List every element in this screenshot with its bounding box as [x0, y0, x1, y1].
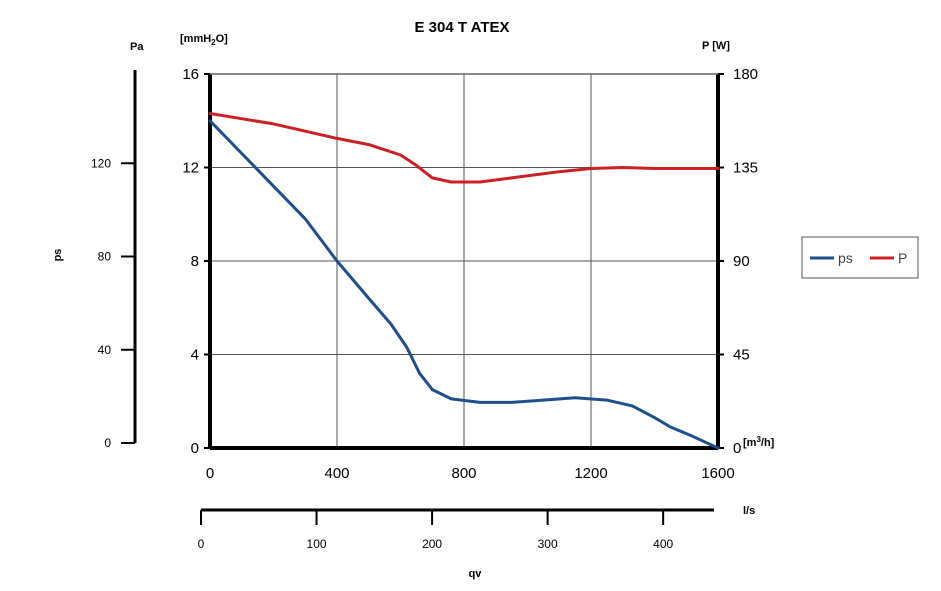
right-tick-label: 0: [733, 440, 741, 457]
left-tick-label: 12: [182, 160, 199, 177]
right-tick-label: 135: [733, 160, 758, 177]
right-tick-label: 45: [733, 347, 750, 364]
x-tick-label: 0: [206, 465, 214, 482]
pa-axis-label: ps: [52, 249, 64, 262]
left-tick-label: 0: [191, 440, 199, 457]
x-tick-label: 400: [324, 465, 349, 482]
ls-tick-label: 400: [653, 537, 673, 551]
ls-axis-label: qv: [469, 568, 483, 580]
pa-tick-label: 0: [104, 436, 111, 450]
pa-axis-unit: Pa: [130, 41, 144, 53]
chart-title: E 304 T ATEX: [414, 19, 509, 36]
x-tick-label: 1200: [574, 465, 607, 482]
ls-tick-label: 200: [422, 537, 442, 551]
right-tick-label: 180: [733, 66, 758, 83]
series-layer: [208, 112, 720, 450]
legend-p-label: P: [898, 250, 907, 266]
ls-axis: 0 100 200 300 400: [198, 508, 714, 551]
left-tick-label: 8: [191, 253, 199, 270]
pa-tick-label: 40: [98, 343, 112, 357]
right-axis-unit: P [W]: [702, 40, 730, 52]
left-tick-label: 4: [191, 347, 199, 364]
ls-tick-label: 0: [198, 537, 205, 551]
ls-axis-unit: l/s: [743, 505, 755, 517]
ls-tick-label: 100: [307, 537, 327, 551]
left-axis-unit: [mmH2O]: [180, 33, 228, 47]
legend-ps-label: ps: [838, 250, 853, 266]
series-line-ps: [208, 119, 720, 450]
right-tick-label: 90: [733, 253, 750, 270]
x-tick-label: 800: [451, 465, 476, 482]
axis-layer: 0 400 800 1200 1600 0 4 8 12 16 0 45 90 135 180: [182, 66, 758, 482]
pa-axis: 0 40 80 120: [91, 70, 137, 450]
x-axis-unit: [m3/h]: [743, 435, 775, 449]
legend: ps P: [801, 236, 919, 279]
pa-tick-label: 120: [91, 156, 111, 170]
grid-layer: [210, 73, 718, 449]
x-tick-label: 1600: [701, 465, 734, 482]
ls-tick-label: 300: [538, 537, 558, 551]
series-line-p: [208, 112, 720, 184]
left-tick-label: 16: [182, 66, 199, 83]
pa-tick-label: 80: [98, 250, 112, 264]
